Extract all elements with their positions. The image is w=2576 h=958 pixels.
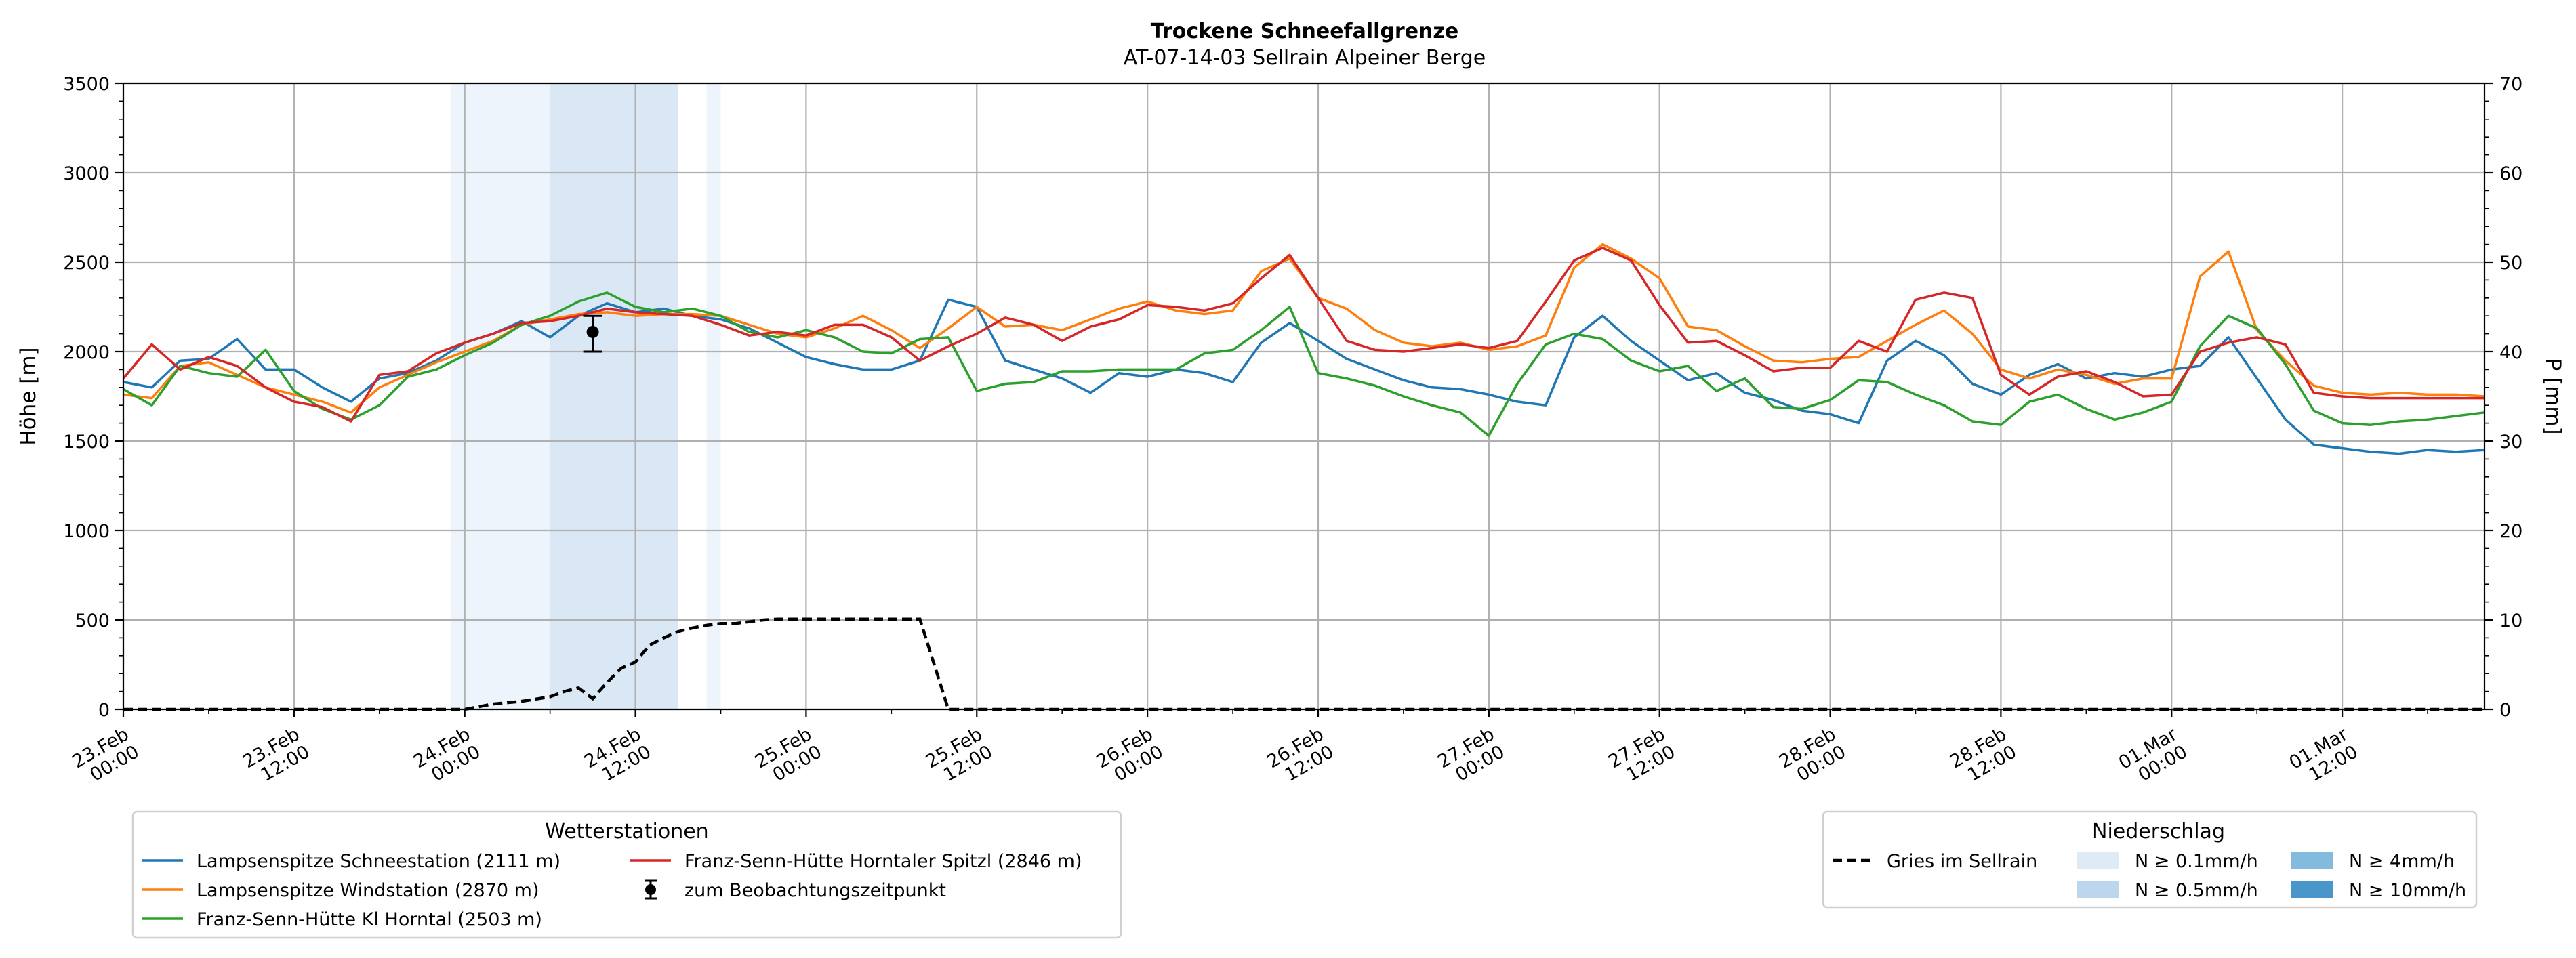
legend-stations-title: Wetterstationen: [545, 820, 708, 844]
legend-precipitation: Niederschlag Gries im Sellrain N ≥ 0.1mm…: [1822, 810, 2478, 909]
legend-swatch-precip-0-1: [2077, 852, 2119, 869]
chart-subtitle: AT-07-14-03 Sellrain Alpeiner Berge: [1124, 46, 1486, 70]
legend-label-observation: zum Beobachtungszeitpunkt: [684, 880, 946, 901]
legend-label-gries: Gries im Sellrain: [1887, 851, 2037, 872]
legend-swatch-precip-0-5: [2077, 881, 2119, 898]
ytick-label-3500: 3500: [63, 74, 110, 95]
series-line-3: [122, 247, 2485, 423]
legend-label-precip-0-1: N ≥ 0.1mm/h: [2135, 851, 2258, 872]
y2-axis-label: P [mm]: [2541, 358, 2565, 434]
legend-label-precip-0-5: N ≥ 0.5mm/h: [2135, 880, 2258, 901]
legend-label-schneestation: Lampsenspitze Schneestation (2111 m): [197, 851, 560, 872]
y-axis-label: Höhe [m]: [16, 347, 41, 445]
plot-frame: [122, 82, 2486, 711]
y2tick-label-30: 30: [2499, 432, 2522, 453]
precip-shade-1: [550, 83, 678, 709]
precip-shade-0: [450, 83, 550, 709]
ytick-label-2000: 2000: [63, 342, 110, 363]
legend-label-precip-4: N ≥ 4mm/h: [2349, 851, 2455, 872]
y2tick-label-60: 60: [2499, 163, 2522, 184]
observation-point: [586, 325, 599, 338]
ytick-label-1500: 1500: [63, 432, 110, 453]
y2tick-label-40: 40: [2499, 342, 2522, 363]
legend-label-kl-horntal: Franz-Senn-Hütte Kl Horntal (2503 m): [197, 909, 542, 930]
ytick-label-3000: 3000: [63, 163, 110, 184]
ytick-label-2500: 2500: [63, 253, 110, 274]
series-line-gries: [123, 617, 2485, 711]
legend-swatch-precip-4: [2291, 852, 2333, 869]
y2tick-label-70: 70: [2499, 74, 2522, 95]
ytick-label-500: 500: [75, 610, 110, 631]
legend-stations: Wetterstationen Lampsenspitze Schneestat…: [131, 810, 1122, 939]
legend-stations-frame: [131, 810, 1122, 939]
data-series: [122, 243, 2485, 711]
legend-swatch-observation: [645, 879, 657, 900]
legend-label-windstation: Lampsenspitze Windstation (2870 m): [197, 880, 539, 901]
legend-label-precip-10: N ≥ 10mm/h: [2349, 880, 2466, 901]
precipitation-shading: [450, 83, 721, 709]
y2tick-label-20: 20: [2499, 521, 2522, 542]
y2tick-label-50: 50: [2499, 253, 2522, 274]
legend-label-horntaler-spitzl: Franz-Senn-Hütte Horntaler Spitzl (2846 …: [684, 851, 1082, 872]
legend-precip-title: Niederschlag: [2092, 820, 2225, 844]
series-line-2: [123, 291, 2485, 437]
chart-title: Trockene Schneefallgrenze: [1151, 20, 1458, 43]
y2tick-label-10: 10: [2499, 610, 2522, 631]
y2tick-label-0: 0: [2499, 700, 2511, 721]
precip-shade-2: [706, 83, 721, 709]
legend-swatch-precip-10: [2291, 881, 2333, 898]
ytick-label-1000: 1000: [63, 521, 110, 542]
ytick-label-0: 0: [98, 700, 110, 721]
